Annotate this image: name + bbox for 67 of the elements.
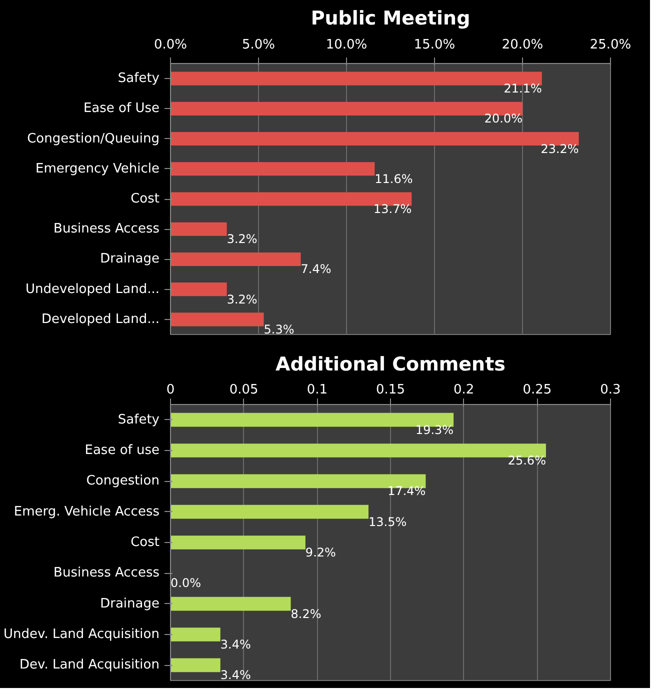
y-tick-label: Drainage (100, 596, 160, 612)
y-tick-label: Ease of use (84, 443, 160, 458)
data-label: 5.3% (264, 322, 294, 336)
data-label: 25.6% (508, 454, 546, 468)
data-label: 0.0% (170, 576, 201, 590)
y-tick-label: Business Access (54, 222, 160, 237)
bar (170, 536, 306, 550)
x-tick-label: 0.3 (600, 382, 621, 398)
bar (170, 504, 368, 519)
x-tick-label: 20.0% (502, 38, 544, 52)
y-tick-label: Congestion/Queuing (27, 131, 160, 146)
data-label: 13.5% (368, 514, 407, 529)
bar (170, 72, 542, 86)
bar (170, 192, 412, 206)
x-tick-label: 25.0% (590, 38, 632, 52)
data-label: 19.3% (415, 422, 454, 437)
y-tick-label: Dev. Land Acquisition (20, 658, 160, 673)
y-tick-label: Undev. Land Acquisition (4, 627, 160, 642)
x-tick-label: 0.25 (522, 382, 552, 398)
x-tick-label: 15.0% (414, 38, 456, 52)
x-tick-label: 5.0% (242, 38, 276, 52)
bar (170, 102, 522, 116)
data-label: 17.4% (388, 484, 426, 498)
data-label: 13.7% (374, 202, 412, 216)
data-label: 21.1% (504, 82, 542, 96)
data-label: 3.4% (220, 638, 251, 652)
x-tick-label: 0.1 (306, 382, 328, 398)
bar (170, 162, 375, 176)
bar (170, 222, 227, 236)
x-tick-label: 0 (166, 382, 175, 398)
x-tick-label: 0.05 (229, 382, 258, 398)
bar (170, 282, 227, 296)
y-tick-label: Emergency Vehicle (36, 161, 160, 176)
bar (170, 312, 264, 326)
data-label: 11.6% (374, 172, 413, 186)
data-label: 3.2% (226, 292, 258, 306)
bar (170, 658, 220, 672)
y-tick-label: Drainage (100, 252, 160, 267)
bar (170, 444, 546, 458)
y-tick-label: Cost (130, 192, 160, 206)
x-tick-label: 0.2 (453, 382, 474, 398)
y-tick-label: Safety (118, 71, 160, 86)
bar (170, 132, 579, 146)
y-tick-label: Cost (130, 535, 160, 550)
data-label: 23.2% (540, 142, 579, 156)
data-label: 9.2% (305, 546, 336, 560)
data-label: 3.4% (220, 668, 251, 682)
y-tick-label: Safety (118, 412, 160, 428)
data-label: 7.4% (300, 262, 332, 276)
data-label: 8.2% (290, 606, 322, 621)
y-tick-label: Business Access (54, 566, 160, 581)
y-tick-label: Undeveloped Land... (26, 282, 160, 297)
y-tick-label: Emerg. Vehicle Access (14, 504, 160, 520)
chart-title: Additional Comments (276, 354, 506, 376)
data-label: 20.0% (484, 112, 523, 126)
bar (170, 596, 291, 611)
data-label: 3.2% (226, 232, 258, 246)
bar (170, 252, 301, 266)
y-tick-label: Developed Land... (42, 312, 160, 327)
bar (170, 628, 220, 642)
x-tick-label: 10.0% (326, 38, 368, 52)
bar (170, 412, 454, 427)
y-tick-label: Congestion (86, 474, 160, 489)
y-tick-label: Ease of Use (83, 101, 160, 116)
chart-title: Public Meeting (310, 8, 470, 30)
x-tick-label: 0.0% (154, 38, 188, 52)
x-tick-label: 0.15 (376, 382, 405, 398)
